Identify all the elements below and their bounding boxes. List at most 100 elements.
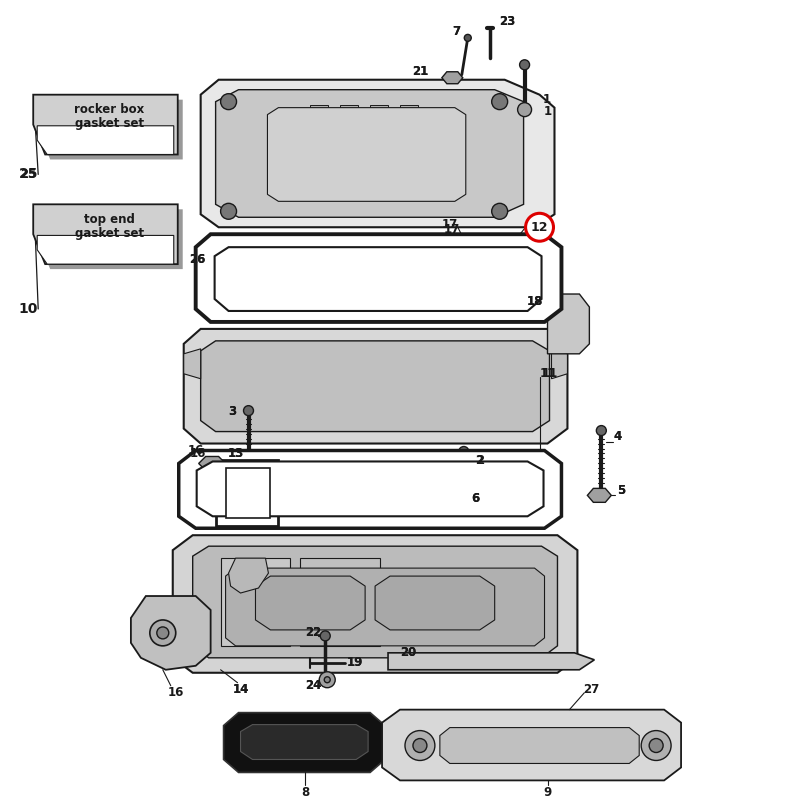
- Text: 1: 1: [543, 105, 551, 118]
- Text: 23: 23: [499, 15, 516, 29]
- Text: 8: 8: [301, 786, 310, 799]
- Polygon shape: [193, 546, 558, 658]
- Polygon shape: [229, 558, 269, 593]
- Polygon shape: [201, 341, 550, 431]
- Text: 18: 18: [526, 295, 542, 309]
- Circle shape: [596, 426, 606, 435]
- Polygon shape: [388, 653, 594, 670]
- Text: 3: 3: [229, 405, 237, 418]
- Polygon shape: [310, 105, 328, 198]
- Circle shape: [157, 627, 169, 639]
- Circle shape: [319, 672, 335, 688]
- Text: 12: 12: [530, 221, 548, 234]
- Polygon shape: [173, 535, 578, 673]
- Polygon shape: [370, 105, 388, 198]
- Circle shape: [526, 214, 554, 241]
- Text: 11: 11: [542, 367, 558, 380]
- Circle shape: [243, 406, 254, 416]
- Polygon shape: [382, 710, 681, 781]
- Circle shape: [324, 677, 330, 682]
- Text: 16: 16: [190, 447, 206, 460]
- Polygon shape: [547, 294, 590, 354]
- Polygon shape: [131, 596, 210, 670]
- Text: 13: 13: [227, 447, 244, 460]
- Text: 19: 19: [347, 656, 363, 670]
- Circle shape: [221, 94, 237, 110]
- Polygon shape: [241, 725, 368, 759]
- Circle shape: [150, 620, 176, 646]
- Text: 4: 4: [613, 430, 622, 443]
- Text: 14: 14: [232, 683, 249, 696]
- Circle shape: [518, 102, 531, 117]
- Polygon shape: [446, 495, 470, 510]
- Polygon shape: [587, 488, 611, 502]
- Text: 27: 27: [583, 683, 599, 696]
- Polygon shape: [440, 727, 639, 763]
- Text: 4: 4: [613, 430, 622, 443]
- Polygon shape: [214, 247, 542, 311]
- Polygon shape: [38, 126, 174, 154]
- Circle shape: [405, 730, 435, 761]
- Polygon shape: [34, 204, 178, 264]
- Polygon shape: [340, 105, 358, 198]
- Text: 13: 13: [227, 447, 244, 460]
- Text: 22: 22: [305, 626, 322, 639]
- Polygon shape: [38, 235, 174, 264]
- Text: 17: 17: [444, 222, 460, 236]
- Text: 16: 16: [187, 444, 204, 457]
- Text: top end: top end: [84, 213, 135, 226]
- Polygon shape: [216, 90, 523, 218]
- Text: 7: 7: [452, 26, 460, 38]
- Text: 9: 9: [543, 786, 552, 799]
- Text: 19: 19: [347, 656, 363, 670]
- Text: 18: 18: [526, 295, 542, 309]
- Polygon shape: [208, 264, 229, 278]
- Circle shape: [320, 631, 330, 641]
- Text: 21: 21: [412, 66, 428, 78]
- Polygon shape: [226, 469, 270, 518]
- Polygon shape: [300, 558, 380, 646]
- Text: 17: 17: [442, 218, 458, 230]
- Text: rocker box: rocker box: [74, 103, 145, 116]
- Polygon shape: [551, 349, 567, 378]
- Text: 24: 24: [305, 679, 322, 692]
- Circle shape: [649, 738, 663, 753]
- Text: 11: 11: [539, 367, 556, 380]
- Text: 10: 10: [18, 302, 38, 316]
- Polygon shape: [178, 450, 562, 528]
- Polygon shape: [226, 568, 545, 646]
- Text: 16: 16: [167, 686, 184, 699]
- Polygon shape: [198, 457, 226, 470]
- Text: 26: 26: [190, 253, 206, 266]
- Text: 5: 5: [617, 484, 626, 497]
- Text: gasket set: gasket set: [75, 117, 144, 130]
- Circle shape: [221, 203, 237, 219]
- Text: 26: 26: [190, 253, 206, 266]
- Text: 6: 6: [472, 492, 480, 505]
- Polygon shape: [201, 80, 554, 227]
- Text: 14: 14: [232, 683, 249, 696]
- Text: 21: 21: [412, 66, 428, 78]
- Circle shape: [464, 34, 471, 42]
- Text: 6: 6: [472, 492, 480, 505]
- Text: 20: 20: [400, 646, 416, 659]
- Circle shape: [243, 474, 254, 483]
- Text: 20: 20: [400, 646, 416, 659]
- Text: 22: 22: [305, 626, 322, 639]
- Polygon shape: [400, 105, 418, 198]
- Text: gasket set: gasket set: [75, 226, 144, 240]
- Text: 5: 5: [617, 484, 626, 497]
- Text: 3: 3: [229, 405, 237, 418]
- Polygon shape: [221, 558, 290, 646]
- Polygon shape: [255, 576, 365, 630]
- Polygon shape: [34, 94, 178, 154]
- Polygon shape: [38, 210, 182, 269]
- Polygon shape: [38, 100, 182, 159]
- Text: 7: 7: [452, 26, 460, 38]
- Circle shape: [459, 446, 469, 457]
- Text: 2: 2: [474, 454, 483, 467]
- Text: 2: 2: [476, 454, 484, 467]
- Polygon shape: [197, 462, 543, 516]
- Text: 25: 25: [20, 168, 37, 181]
- Polygon shape: [267, 108, 466, 202]
